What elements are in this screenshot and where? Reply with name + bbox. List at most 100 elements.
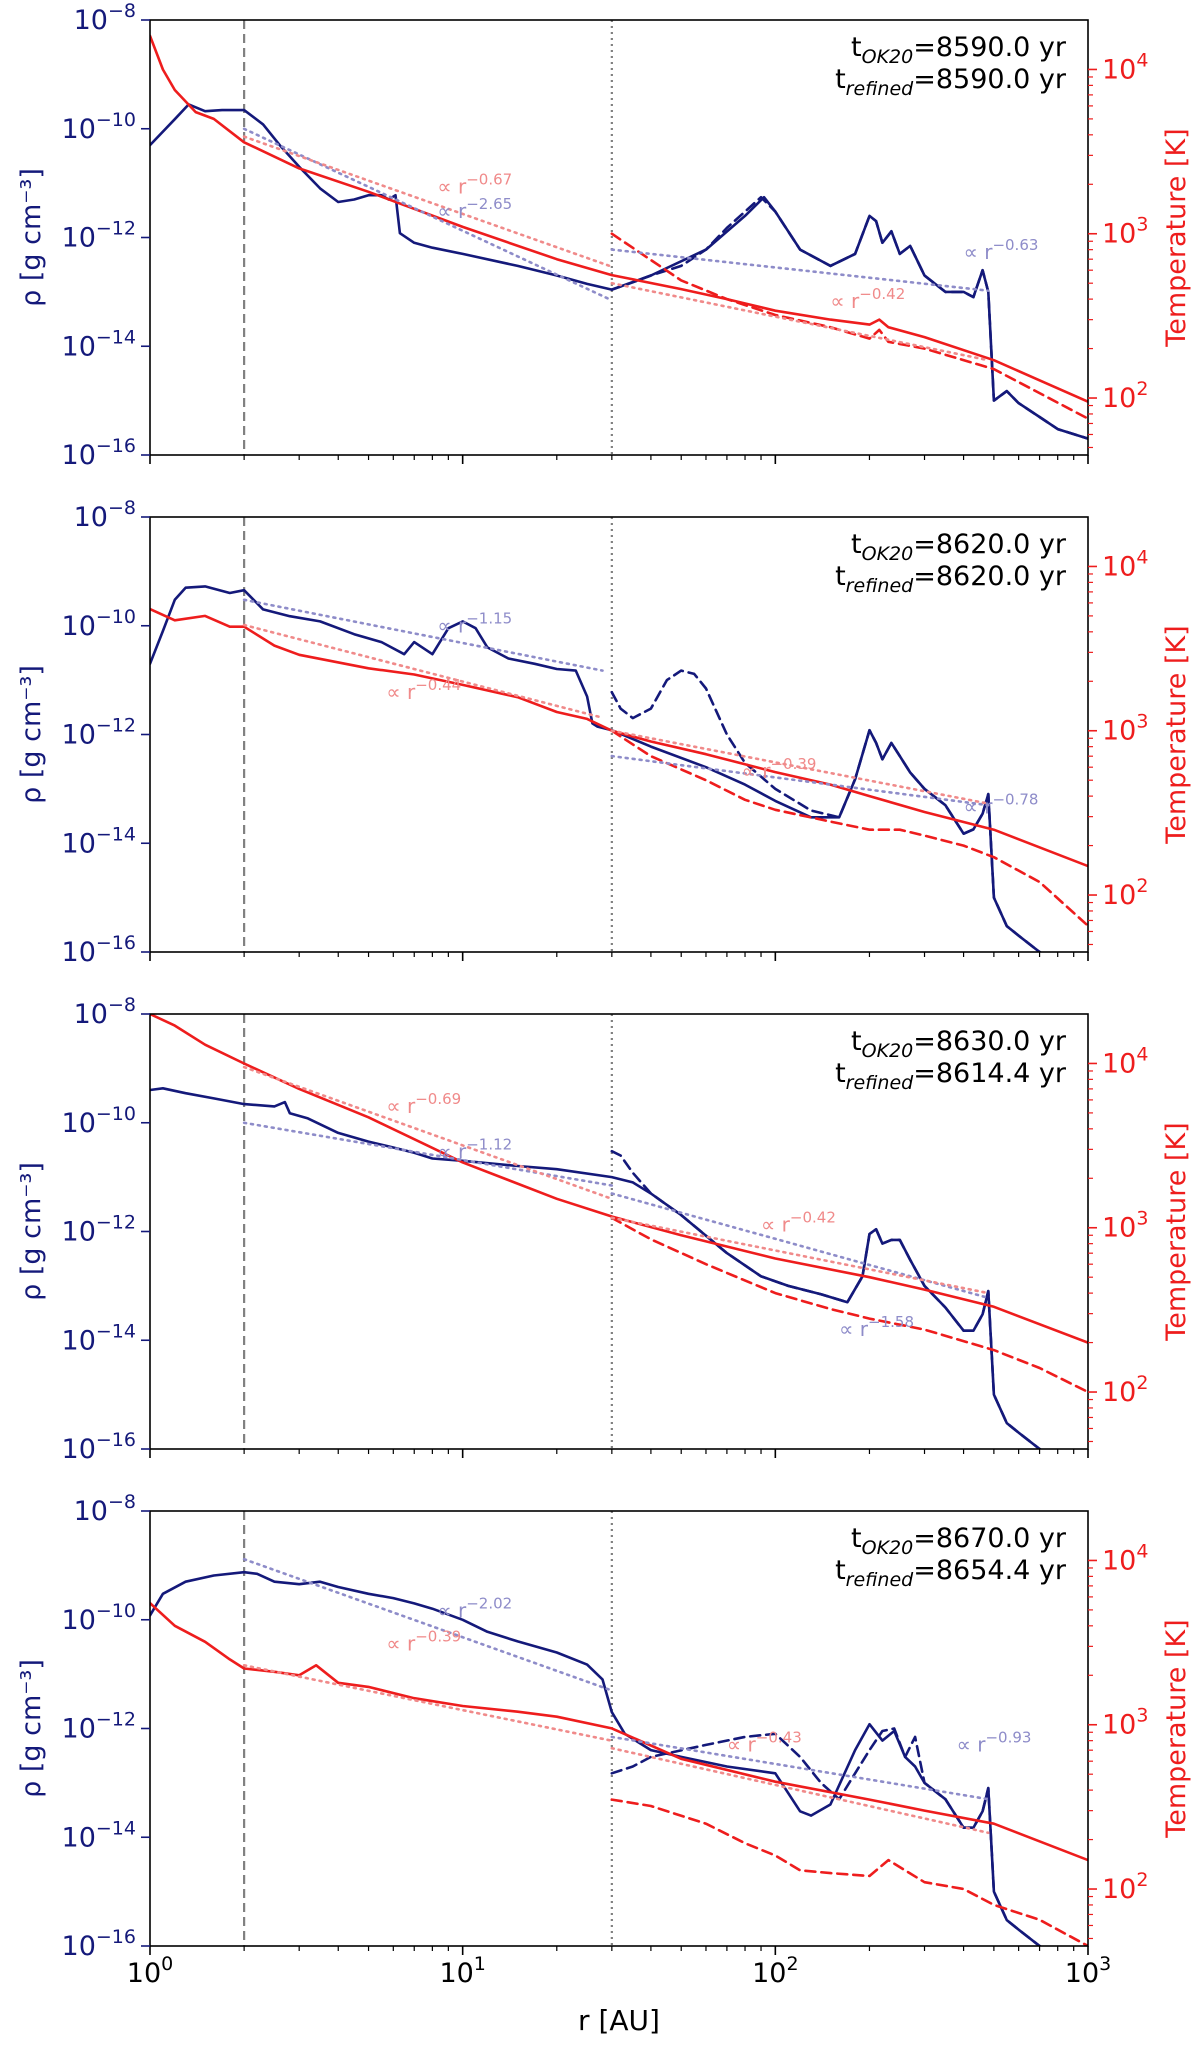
y2-tick-mantissa: 10 xyxy=(1102,219,1136,250)
density-fit-dotted-line xyxy=(242,127,614,302)
slope-annotation-exponent: −1.15 xyxy=(466,610,512,628)
slope-annotation-exponent: −0.42 xyxy=(859,285,905,303)
temperature-solid-line xyxy=(150,1014,1088,1344)
y2-tick-mantissa: 10 xyxy=(1102,1377,1136,1408)
slope-annotation-exponent: −0.69 xyxy=(415,1090,461,1108)
time-label-subscript: refined xyxy=(846,1072,915,1094)
slope-annotation: ∝ r−0.78 xyxy=(964,791,1039,819)
series-group xyxy=(150,585,1088,952)
density-fit-dotted-line xyxy=(610,1192,990,1300)
y-tick-label: 10−10 xyxy=(62,1103,136,1139)
y2-tick-exponent: 3 xyxy=(1136,711,1148,733)
time-label-prefix: t xyxy=(851,1523,862,1554)
y2-tick-label: 103 xyxy=(1102,1705,1148,1741)
slope-annotation: ∝ r−2.65 xyxy=(437,195,512,223)
y-tick-label: 10−8 xyxy=(74,497,136,533)
y2-tick-exponent: 4 xyxy=(1136,1540,1148,1562)
panel-2: ∝ r−1.15∝ r−0.44∝ r−0.39∝ r−0.7810−810−1… xyxy=(16,497,1192,968)
temperature-fit-dotted-line xyxy=(242,1065,614,1201)
y2-tick-label: 104 xyxy=(1102,546,1148,582)
y2-axis-label: Temperature [K] xyxy=(1161,1619,1192,1838)
y2-tick-exponent: 4 xyxy=(1136,1043,1148,1065)
y-tick-exponent: −8 xyxy=(108,0,136,22)
slope-annotation-base: ∝ r xyxy=(742,759,772,783)
x-tick-exponent: 0 xyxy=(161,1953,173,1975)
slope-annotation-base: ∝ r xyxy=(839,1317,869,1341)
slope-annotation-exponent: −0.78 xyxy=(992,791,1038,809)
y-tick-mantissa: 10 xyxy=(62,440,96,471)
y-tick-mantissa: 10 xyxy=(74,999,108,1030)
y-tick-exponent: −10 xyxy=(96,1600,136,1622)
y-axis-label: ρ [g cm⁻³] xyxy=(16,168,47,307)
y-tick-mantissa: 10 xyxy=(62,1434,96,1465)
temperature-fit-dotted-line xyxy=(610,281,990,362)
time-label-prefix: t xyxy=(851,1026,862,1057)
density-fit-dotted-line xyxy=(610,1735,990,1801)
x-tick-label: 100 xyxy=(127,1953,173,1989)
y-tick-label: 10−8 xyxy=(74,994,136,1030)
y-tick-label: 10−14 xyxy=(62,1817,136,1853)
y2-tick-label: 103 xyxy=(1102,711,1148,747)
y2-tick-exponent: 2 xyxy=(1136,1869,1148,1891)
y2-axis-label: Temperature [K] xyxy=(1161,1122,1192,1341)
y2-tick-exponent: 4 xyxy=(1136,546,1148,568)
y-tick-mantissa: 10 xyxy=(62,1822,96,1853)
y-tick-exponent: −8 xyxy=(108,1491,136,1513)
y2-tick-label: 102 xyxy=(1102,378,1148,414)
y-tick-mantissa: 10 xyxy=(74,5,108,36)
slope-annotation: ∝ r−1.15 xyxy=(437,610,512,638)
y-tick-mantissa: 10 xyxy=(62,1217,96,1248)
slope-annotation-base: ∝ r xyxy=(964,795,994,819)
density-fit-dotted-line xyxy=(242,1557,614,1692)
series-group xyxy=(150,1557,1088,1946)
y-tick-exponent: −16 xyxy=(96,435,136,457)
slope-annotation: ∝ r−0.42 xyxy=(761,1209,836,1237)
slope-annotation-exponent: −1.12 xyxy=(466,1136,512,1154)
time-label: trefined=8590.0 yr xyxy=(835,64,1067,100)
y-tick-mantissa: 10 xyxy=(62,1605,96,1636)
slope-annotation-base: ∝ r xyxy=(957,1732,987,1756)
slope-annotation-exponent: −1.58 xyxy=(868,1313,914,1331)
time-label-value: =8654.4 yr xyxy=(913,1555,1067,1586)
y-tick-mantissa: 10 xyxy=(62,1325,96,1356)
slope-annotation: ∝ r−0.69 xyxy=(386,1090,461,1118)
slope-annotation-base: ∝ r xyxy=(761,1213,791,1237)
y-tick-exponent: −10 xyxy=(96,1103,136,1125)
slope-annotation-base: ∝ r xyxy=(386,1094,416,1118)
y-tick-exponent: −16 xyxy=(96,1926,136,1948)
slope-annotation-base: ∝ r xyxy=(727,1732,757,1756)
slope-annotation: ∝ r−0.39 xyxy=(386,1628,461,1656)
x-tick-exponent: 2 xyxy=(786,1953,798,1975)
time-label-value: =8620.0 yr xyxy=(913,529,1067,560)
panel-1: ∝ r−0.67∝ r−2.65∝ r−0.63∝ r−0.4210−810−1… xyxy=(16,0,1192,471)
slope-annotation-exponent: −2.02 xyxy=(466,1594,512,1612)
temperature-fit-dotted-line xyxy=(242,135,614,269)
density-dashed-line xyxy=(610,1727,1042,1946)
y-tick-label: 10−10 xyxy=(62,1600,136,1636)
density-solid-line xyxy=(150,1570,1042,1946)
temperature-dashed-line xyxy=(610,232,1088,420)
time-label: tOK20=8670.0 yr xyxy=(851,1523,1067,1559)
slope-annotation-exponent: −0.67 xyxy=(466,170,512,188)
y-tick-label: 10−16 xyxy=(62,1429,136,1465)
y-tick-label: 10−14 xyxy=(62,326,136,362)
time-label-prefix: t xyxy=(851,32,862,63)
y-tick-label: 10−16 xyxy=(62,435,136,471)
x-axis-label: r [AU] xyxy=(578,2004,660,2037)
time-label: tOK20=8590.0 yr xyxy=(851,32,1067,68)
density-dashed-line xyxy=(610,1149,1042,1449)
y-tick-label: 10−12 xyxy=(62,715,136,751)
time-label-subscript: refined xyxy=(846,78,915,100)
density-dashed-line xyxy=(610,669,1042,952)
temperature-fit-dotted-line xyxy=(610,1746,990,1835)
time-label-prefix: t xyxy=(835,1058,846,1089)
slope-annotation-base: ∝ r xyxy=(437,1140,467,1164)
time-label-subscript: OK20 xyxy=(862,46,914,68)
y-tick-label: 10−14 xyxy=(62,823,136,859)
time-label-value: =8590.0 yr xyxy=(913,64,1067,95)
y-tick-mantissa: 10 xyxy=(74,502,108,533)
y-tick-label: 10−16 xyxy=(62,1926,136,1962)
slope-annotation-exponent: −0.44 xyxy=(415,676,461,694)
y-tick-label: 10−8 xyxy=(74,0,136,36)
